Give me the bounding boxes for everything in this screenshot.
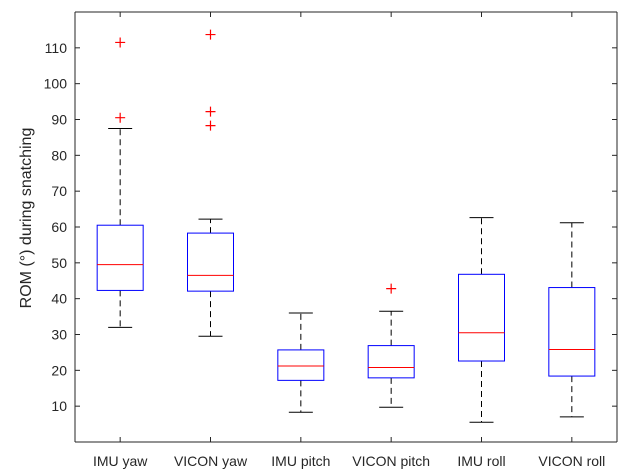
x-tick-label: IMU yaw (93, 453, 148, 469)
iqr-box (187, 232, 234, 292)
outlier-marker (205, 29, 216, 40)
iqr-box (458, 273, 505, 362)
outlier-marker (115, 37, 126, 48)
box-5 (458, 217, 505, 423)
box-2 (187, 29, 234, 337)
y-tick-label: 40 (51, 291, 67, 307)
x-tick-label: VICON pitch (352, 453, 430, 469)
y-tick-label: 60 (51, 219, 67, 235)
iqr-box (548, 287, 596, 377)
iqr-box (96, 224, 144, 291)
y-tick-label: 10 (51, 398, 67, 414)
x-tick-label: VICON yaw (174, 453, 248, 469)
y-tick-label: 20 (51, 362, 67, 378)
boxes (96, 29, 596, 423)
outlier-marker (205, 120, 216, 131)
y-tick-label: 70 (51, 183, 67, 199)
iqr-box (277, 349, 325, 381)
iqr-box (367, 345, 415, 379)
axes: 10 20 30 40 50 60 70 80 90 100 110 IMU yaw VICON yaw… (44, 11, 618, 469)
x-tick-label: VICON roll (538, 453, 605, 469)
labels: ROM (°) during snatching (18, 128, 35, 309)
box-4 (367, 283, 415, 408)
y-tick-label: 100 (44, 76, 68, 92)
y-axis-title: ROM (°) during snatching (18, 128, 35, 309)
box-3 (277, 312, 325, 413)
outlier-marker (386, 283, 397, 294)
outlier-marker (205, 106, 216, 117)
x-tick-label: IMU pitch (271, 453, 330, 469)
x-tick-label: IMU roll (457, 453, 505, 469)
y-tick-label: 90 (51, 112, 67, 128)
y-tick-label: 110 (45, 40, 68, 56)
box-1 (96, 37, 144, 328)
box-6 (548, 222, 596, 418)
y-tick-label: 80 (51, 147, 67, 163)
y-tick-label: 30 (51, 327, 67, 343)
y-tick-label: 50 (51, 255, 67, 271)
outlier-marker (115, 112, 126, 123)
